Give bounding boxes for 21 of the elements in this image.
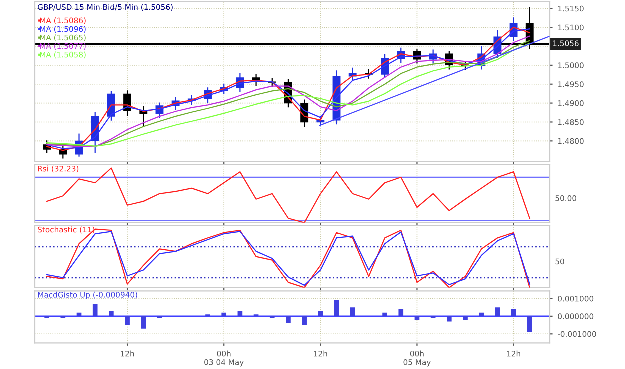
bar bbox=[92, 304, 98, 316]
bar bbox=[447, 316, 452, 322]
bar bbox=[398, 309, 404, 316]
bar bbox=[527, 316, 532, 332]
bar bbox=[511, 309, 516, 316]
bar bbox=[334, 300, 340, 316]
bar bbox=[238, 311, 243, 316]
bar bbox=[382, 312, 388, 316]
bar bbox=[318, 311, 324, 316]
bar bbox=[495, 308, 500, 316]
bar bbox=[286, 316, 291, 324]
bar bbox=[414, 316, 420, 320]
bar bbox=[76, 312, 82, 316]
bar bbox=[350, 308, 356, 316]
bar bbox=[302, 316, 307, 326]
bar bbox=[125, 316, 130, 326]
bar bbox=[141, 316, 146, 329]
bar bbox=[109, 311, 114, 316]
bar bbox=[463, 316, 468, 320]
bar bbox=[222, 312, 227, 316]
bar bbox=[479, 312, 484, 316]
